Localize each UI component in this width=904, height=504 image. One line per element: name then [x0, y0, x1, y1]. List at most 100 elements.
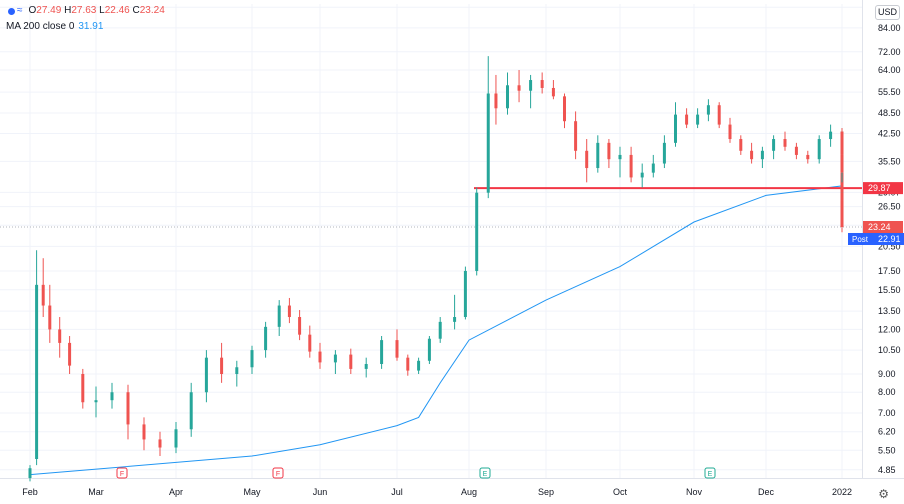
- candle-body: [427, 338, 431, 361]
- candle-body: [640, 172, 644, 178]
- candle-body: [629, 154, 633, 178]
- x-tick-label: Jun: [313, 487, 328, 497]
- event-marker-label: E: [483, 471, 488, 478]
- x-tick-label: 2022: [832, 487, 852, 497]
- post-tag-label: Post: [852, 235, 869, 244]
- candle-body: [475, 192, 479, 271]
- symbol-button[interactable]: ≈: [6, 3, 25, 19]
- candle-body: [68, 342, 72, 366]
- candle-body: [318, 351, 322, 363]
- candle-body: [28, 468, 32, 478]
- candle-body: [585, 150, 589, 169]
- x-tick-label: Mar: [88, 487, 104, 497]
- x-tick-label: May: [243, 487, 261, 497]
- post-price-tag: 22.91: [878, 234, 901, 244]
- candle-body: [110, 392, 114, 401]
- y-tick-label: 7.00: [878, 408, 896, 418]
- event-marker-icon[interactable]: [116, 467, 128, 479]
- candle-body: [840, 154, 844, 173]
- candle-body: [364, 363, 368, 369]
- y-tick-label: 4.85: [878, 465, 896, 475]
- candle-body: [840, 192, 844, 201]
- candle-body: [453, 317, 457, 322]
- event-marker-icon[interactable]: [479, 467, 491, 479]
- candle-body: [563, 96, 566, 122]
- candle-body: [551, 87, 555, 97]
- x-tick-label: Oct: [613, 487, 628, 497]
- y-tick-label: 9.00: [878, 369, 896, 379]
- candle-body: [794, 146, 798, 155]
- y-tick-label: 48.50: [878, 108, 901, 118]
- candle-body: [174, 429, 178, 448]
- y-tick-label: 12.00: [878, 324, 901, 334]
- candle-body: [618, 154, 622, 160]
- ma-label: MA 200 close 0: [6, 21, 75, 32]
- candle-body: [235, 367, 239, 374]
- candle-body: [189, 392, 193, 430]
- x-tick-label: Aug: [461, 487, 477, 497]
- candle-body: [685, 114, 689, 125]
- last-price-tag-bg: [863, 220, 903, 233]
- chart-legend: ≈ O27.49 H27.63 L22.46 C23.24 MA 200 clo…: [6, 3, 165, 35]
- y-tick-label: 13.50: [878, 306, 901, 316]
- candle-body: [540, 80, 544, 88]
- x-tick-label: Nov: [686, 487, 703, 497]
- candle-body: [750, 150, 754, 160]
- post-tag-bg: [848, 232, 904, 245]
- candle-body: [308, 334, 312, 352]
- ma-200-line: [29, 177, 843, 476]
- y-tick-label: 10.50: [878, 345, 901, 355]
- candle-body: [529, 80, 533, 91]
- currency-button[interactable]: USD: [874, 5, 900, 20]
- ma-value: 31.91: [78, 21, 104, 32]
- candle-body: [250, 350, 254, 368]
- candle-body: [662, 142, 666, 164]
- candle-body: [298, 317, 302, 335]
- candle-body: [395, 340, 399, 358]
- candle-body: [349, 354, 353, 369]
- candle-body: [840, 139, 844, 155]
- symbol-dot-icon: [8, 7, 15, 15]
- candle-body: [204, 357, 208, 393]
- event-marker-label: F: [276, 471, 280, 478]
- candle-body: [277, 305, 281, 327]
- x-tick-label: Feb: [22, 487, 38, 497]
- candle-body: [706, 105, 710, 115]
- settings-gear-icon[interactable]: ⚙: [878, 487, 889, 501]
- candle-body: [840, 200, 844, 227]
- y-tick-label: 20.50: [878, 241, 901, 251]
- candle-body: [438, 321, 442, 339]
- candle-body: [728, 124, 732, 140]
- candle-body: [506, 85, 509, 109]
- y-tick-label: 15.50: [878, 285, 901, 295]
- candle-body: [333, 354, 337, 363]
- candle-body: [517, 85, 521, 91]
- y-tick-label: 6.20: [878, 427, 896, 437]
- candle-body: [574, 121, 578, 151]
- x-tick-label: Apr: [169, 487, 183, 497]
- candle-body: [783, 139, 787, 147]
- candle-body: [772, 139, 776, 151]
- candle-body: [41, 284, 45, 306]
- candle-body: [220, 357, 224, 374]
- event-marker-icon[interactable]: [272, 467, 284, 479]
- candle-body: [806, 154, 810, 160]
- last-price-tag: 23.24: [868, 222, 891, 232]
- candle-body: [58, 329, 62, 343]
- hline-price-tag: 29.87: [868, 183, 891, 193]
- y-tick-label: 42.50: [878, 128, 901, 138]
- candle-body: [380, 340, 384, 364]
- candle-body: [817, 139, 821, 160]
- candle-body: [486, 93, 490, 193]
- event-marker-icon[interactable]: [704, 467, 716, 479]
- y-tick-label: 5.50: [878, 445, 896, 455]
- y-tick-label: 35.50: [878, 156, 901, 166]
- candle-body: [651, 163, 655, 173]
- event-marker-label: F: [120, 471, 124, 478]
- y-tick-label: 64.00: [878, 65, 901, 75]
- x-tick-label: Dec: [758, 487, 775, 497]
- candle-body: [94, 400, 98, 403]
- candle-body: [674, 114, 677, 143]
- y-tick-label: 72.00: [878, 47, 901, 57]
